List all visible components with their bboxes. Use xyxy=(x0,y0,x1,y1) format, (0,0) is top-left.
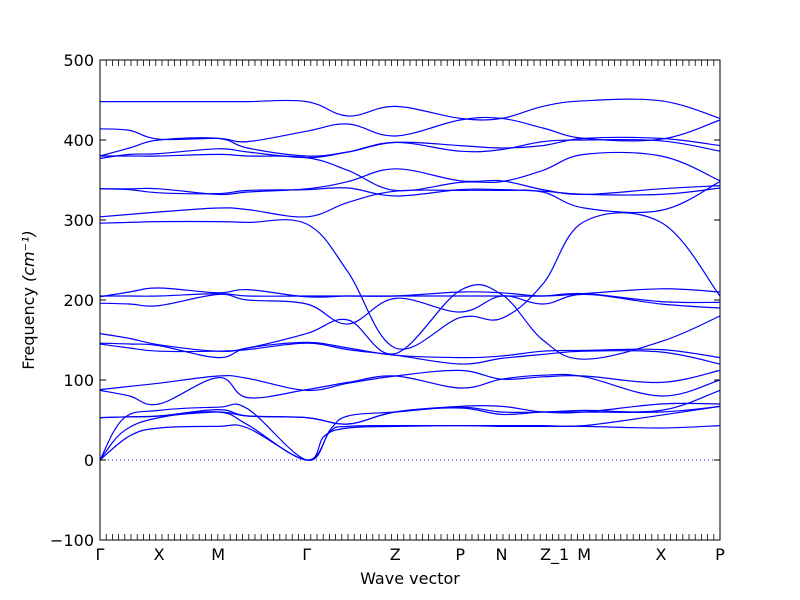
x-tick-label: Γ xyxy=(302,545,311,564)
band-line-22 xyxy=(99,424,721,461)
x-tick-label: Z_1 xyxy=(540,545,569,565)
x-tick-label: X xyxy=(655,545,666,564)
x-tick-label: P xyxy=(715,545,725,564)
band-line-11 xyxy=(100,292,721,304)
band-line-15 xyxy=(99,342,721,365)
y-tick-label: 500 xyxy=(63,51,94,70)
band-line-12 xyxy=(99,293,721,325)
band-line-8 xyxy=(99,181,721,218)
plot-frame xyxy=(99,59,721,541)
band-line-9 xyxy=(99,212,721,350)
band-line-20 xyxy=(99,389,721,461)
y-tick-label: 200 xyxy=(63,291,94,310)
x-axis-label: Wave vector xyxy=(360,569,460,588)
y-tick-label: 300 xyxy=(63,211,94,230)
x-tick-label: Z xyxy=(390,545,401,564)
band-line-17 xyxy=(99,373,721,406)
tick-layer: −100 0 100 200 300 400 500 Γ X M Γ Z P N Z_1 M X P xyxy=(50,51,725,565)
y-tick-label: 100 xyxy=(63,371,94,390)
x-tick-label: M xyxy=(211,545,225,564)
band-line-5 xyxy=(99,151,721,192)
series-layer xyxy=(99,98,721,461)
band-line-1 xyxy=(100,98,721,121)
x-tick-label: M xyxy=(577,545,591,564)
y-axis-label: Frequency (cm⁻¹) xyxy=(19,230,38,369)
x-tick-label: P xyxy=(455,545,465,564)
band-line-13 xyxy=(99,284,721,360)
band-line-4 xyxy=(99,138,721,159)
y-axis-label-unit: (cm⁻¹) xyxy=(19,230,38,282)
x-tick-label: Γ xyxy=(96,545,105,564)
x-tick-label: N xyxy=(496,545,508,564)
x-tick-label: X xyxy=(154,545,165,564)
band-line-16 xyxy=(99,369,721,392)
band-line-7 xyxy=(99,187,721,197)
y-tick-label: 0 xyxy=(84,451,94,470)
y-axis-label-text: Frequency xyxy=(19,287,38,370)
band-line-19 xyxy=(99,405,721,425)
y-tick-label: −100 xyxy=(50,531,94,550)
y-tick-label: 400 xyxy=(63,131,94,150)
